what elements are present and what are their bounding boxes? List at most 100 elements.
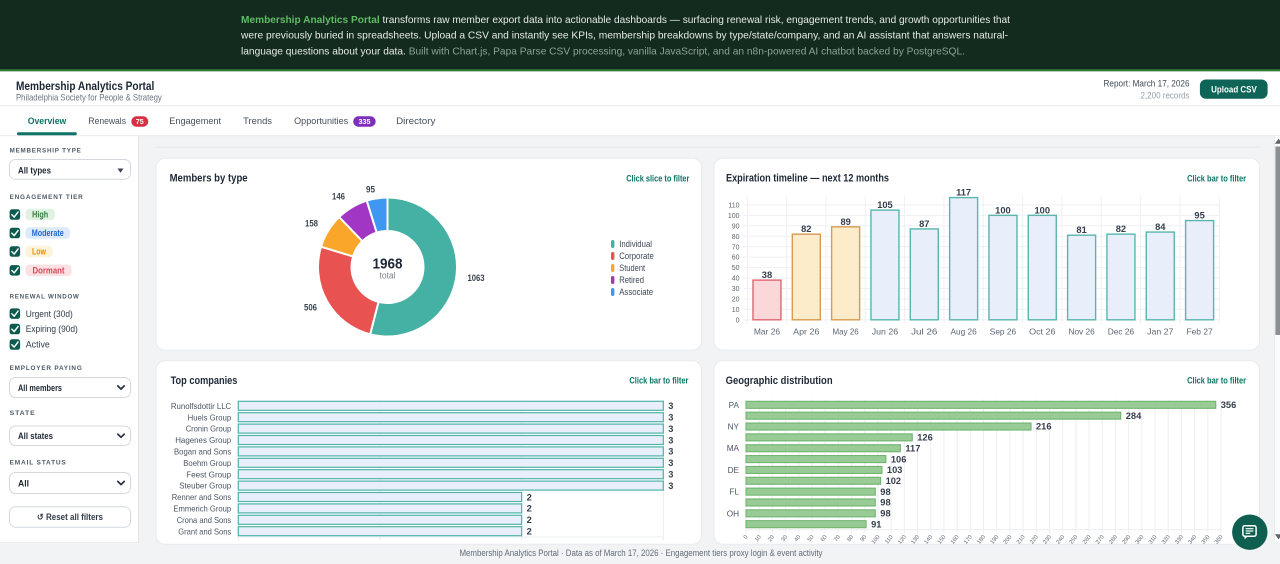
svg-text:Renner and Sons: Renner and Sons bbox=[172, 492, 232, 502]
svg-text:Student: Student bbox=[619, 263, 645, 273]
svg-text:FL: FL bbox=[729, 488, 739, 497]
svg-text:20: 20 bbox=[767, 534, 776, 543]
svg-text:Membership Analytics Portal: Membership Analytics Portal bbox=[16, 79, 154, 93]
svg-text:340: 340 bbox=[1188, 534, 1199, 545]
svg-text:NY: NY bbox=[728, 423, 740, 432]
svg-text:All types: All types bbox=[18, 165, 51, 176]
svg-text:Active: Active bbox=[26, 340, 50, 350]
svg-text:170: 170 bbox=[963, 534, 974, 545]
svg-text:All members: All members bbox=[18, 383, 62, 394]
svg-text:84: 84 bbox=[1155, 222, 1166, 232]
svg-text:Opportunities: Opportunities bbox=[294, 116, 348, 127]
svg-text:140: 140 bbox=[924, 534, 935, 545]
svg-text:117: 117 bbox=[905, 443, 920, 453]
svg-text:220: 220 bbox=[1029, 534, 1040, 545]
svg-text:1968: 1968 bbox=[373, 256, 403, 272]
svg-text:98: 98 bbox=[880, 498, 890, 508]
svg-text:Huels Group: Huels Group bbox=[188, 412, 232, 422]
svg-text:90: 90 bbox=[860, 534, 869, 543]
svg-text:ENGAGEMENT TIER: ENGAGEMENT TIER bbox=[10, 194, 84, 201]
svg-text:180: 180 bbox=[976, 534, 987, 545]
svg-text:Hagenes Group: Hagenes Group bbox=[175, 435, 231, 445]
svg-text:0: 0 bbox=[736, 317, 740, 324]
svg-text:40: 40 bbox=[732, 276, 740, 283]
svg-text:MA: MA bbox=[727, 444, 740, 453]
svg-text:280: 280 bbox=[1108, 534, 1119, 545]
svg-text:Sep 26: Sep 26 bbox=[990, 327, 1017, 337]
svg-text:230: 230 bbox=[1042, 534, 1053, 545]
svg-text:117: 117 bbox=[956, 188, 971, 198]
svg-text:100: 100 bbox=[728, 213, 740, 220]
svg-text:Jul 26: Jul 26 bbox=[911, 327, 938, 337]
svg-text:260: 260 bbox=[1082, 534, 1093, 545]
svg-text:Directory: Directory bbox=[396, 116, 436, 127]
svg-text:38: 38 bbox=[762, 270, 772, 280]
svg-text:total: total bbox=[380, 270, 396, 280]
svg-text:Moderate: Moderate bbox=[32, 228, 64, 238]
svg-text:3: 3 bbox=[668, 424, 673, 434]
svg-text:50: 50 bbox=[732, 265, 740, 272]
svg-text:70: 70 bbox=[732, 244, 740, 251]
svg-text:Membership Analytics Portal ·: Membership Analytics Portal · Data as of… bbox=[460, 548, 823, 558]
svg-text:Runolfsdottir LLC: Runolfsdottir LLC bbox=[171, 401, 231, 411]
svg-text:language questions about your: language questions about your data. Buil… bbox=[241, 46, 965, 57]
svg-text:75: 75 bbox=[136, 119, 144, 126]
svg-text:126: 126 bbox=[917, 433, 933, 443]
svg-text:↺ Reset all filters: ↺ Reset all filters bbox=[37, 512, 103, 522]
svg-text:2: 2 bbox=[527, 515, 532, 525]
svg-text:Cronin Group: Cronin Group bbox=[186, 424, 232, 434]
svg-text:50: 50 bbox=[807, 534, 816, 543]
svg-text:102: 102 bbox=[886, 476, 902, 486]
svg-text:2: 2 bbox=[527, 527, 532, 537]
svg-text:Members by type: Members by type bbox=[170, 173, 248, 185]
svg-text:High: High bbox=[32, 210, 48, 220]
svg-text:80: 80 bbox=[732, 234, 740, 241]
svg-text:Grant and Sons: Grant and Sons bbox=[178, 526, 231, 536]
svg-text:0: 0 bbox=[743, 534, 750, 540]
svg-text:All states: All states bbox=[18, 431, 53, 442]
svg-text:Click bar to filter: Click bar to filter bbox=[1187, 173, 1246, 183]
svg-text:Top companies: Top companies bbox=[171, 375, 238, 387]
svg-text:82: 82 bbox=[1116, 224, 1126, 234]
svg-text:Aug 26: Aug 26 bbox=[950, 327, 977, 337]
svg-text:89: 89 bbox=[840, 217, 850, 227]
svg-text:30: 30 bbox=[780, 534, 789, 543]
svg-text:80: 80 bbox=[846, 534, 855, 543]
svg-text:284: 284 bbox=[1126, 411, 1142, 421]
svg-text:300: 300 bbox=[1135, 534, 1146, 545]
svg-text:100: 100 bbox=[871, 534, 882, 545]
svg-text:81: 81 bbox=[1076, 225, 1086, 235]
svg-text:30: 30 bbox=[732, 286, 740, 293]
svg-text:PA: PA bbox=[729, 401, 740, 410]
svg-text:240: 240 bbox=[1056, 534, 1067, 545]
svg-text:Crona and Sons: Crona and Sons bbox=[177, 515, 232, 525]
svg-text:Retired: Retired bbox=[619, 275, 644, 285]
svg-text:91: 91 bbox=[871, 519, 881, 529]
svg-text:3: 3 bbox=[668, 470, 673, 480]
svg-text:216: 216 bbox=[1036, 422, 1052, 432]
svg-text:40: 40 bbox=[794, 534, 803, 543]
svg-text:360: 360 bbox=[1214, 534, 1225, 545]
svg-text:DE: DE bbox=[728, 466, 740, 475]
svg-text:2,200 records: 2,200 records bbox=[1141, 91, 1190, 101]
svg-text:STATE: STATE bbox=[10, 410, 36, 417]
svg-text:3: 3 bbox=[668, 481, 673, 491]
svg-text:3: 3 bbox=[668, 435, 673, 445]
svg-text:98: 98 bbox=[880, 487, 890, 497]
svg-text:Mar 26: Mar 26 bbox=[754, 327, 781, 337]
svg-text:3: 3 bbox=[668, 413, 673, 423]
svg-text:Urgent (30d): Urgent (30d) bbox=[26, 309, 73, 319]
svg-text:Expiration timeline — next 12: Expiration timeline — next 12 months bbox=[726, 173, 889, 185]
svg-text:Expiring (90d): Expiring (90d) bbox=[26, 324, 78, 334]
svg-text:Geographic distribution: Geographic distribution bbox=[726, 375, 833, 387]
svg-text:130: 130 bbox=[910, 534, 921, 545]
svg-text:OH: OH bbox=[727, 509, 739, 518]
svg-text:2: 2 bbox=[527, 492, 532, 502]
svg-text:150: 150 bbox=[937, 534, 948, 545]
svg-text:Jun 26: Jun 26 bbox=[872, 327, 899, 337]
svg-text:Renewals: Renewals bbox=[88, 116, 126, 127]
svg-text:EMAIL STATUS: EMAIL STATUS bbox=[10, 460, 67, 467]
svg-text:Jan 27: Jan 27 bbox=[1147, 327, 1174, 337]
svg-text:356: 356 bbox=[1221, 400, 1237, 410]
svg-text:Dec 26: Dec 26 bbox=[1108, 327, 1135, 337]
